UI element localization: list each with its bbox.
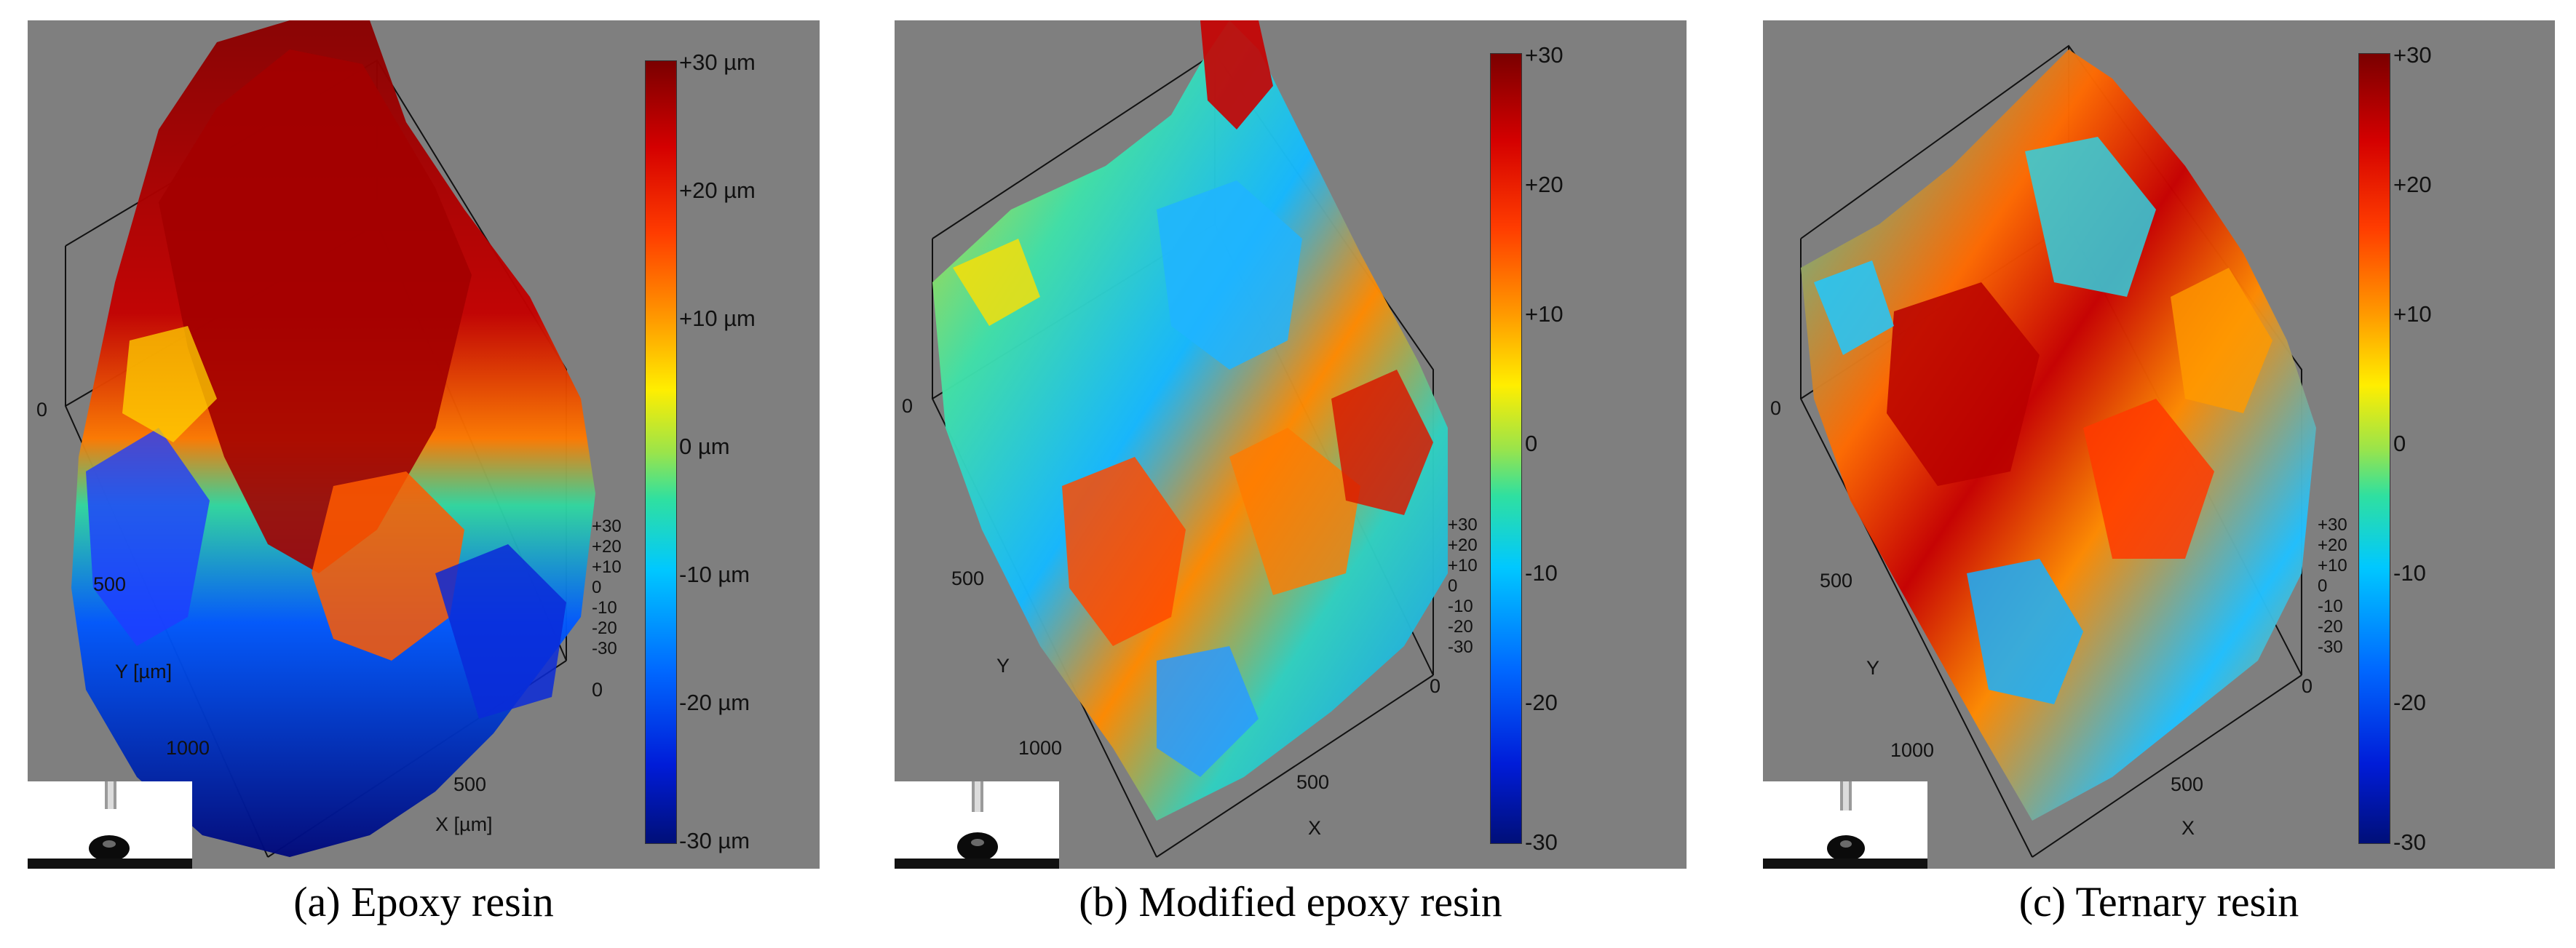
z-tick-label: +30: [1448, 515, 1478, 535]
water-droplet-image: [895, 781, 1059, 869]
z-tick-label: +10: [1448, 556, 1478, 575]
caption-ternary-resin: (c) Ternary resin: [2018, 878, 2299, 925]
z-tick-label: 0: [2318, 576, 2328, 596]
z-tick-label: -30: [1448, 637, 1473, 657]
z-tick-label: -30: [592, 639, 617, 658]
y-tick-label: 1000: [1890, 739, 1935, 761]
colorbar-label: +30: [2393, 42, 2432, 68]
z-tick-label: -30: [2318, 637, 2343, 657]
x-axis-label: X: [1308, 817, 1322, 839]
colorbar-label: +10 µm: [679, 306, 756, 331]
droplet-inset: [28, 781, 192, 869]
z-tick-label: -10: [592, 598, 617, 618]
z-tick-label: -20: [592, 618, 617, 638]
surface-panel-epoxy: 0 500 1000 Y [µm] 0 500 X [µm] +30 +20 +…: [28, 20, 820, 869]
water-droplet-image: [1763, 781, 1927, 869]
y-tick-label: 0: [1770, 397, 1782, 419]
colorbar-label: 0 µm: [679, 434, 730, 459]
x-tick-label: 0: [2302, 675, 2313, 697]
droplet-inset: [1763, 781, 1927, 869]
z-tick-label: 0: [1448, 576, 1458, 596]
z-tick-label: -10: [1448, 597, 1473, 616]
z-tick-label: 0: [592, 578, 602, 597]
colorbar-label: +30 µm: [679, 49, 756, 75]
colorbar-label: -20: [2393, 690, 2426, 715]
z-tick-label: +20: [592, 537, 622, 557]
z-tick-label: +30: [592, 517, 622, 536]
caption-modified-epoxy-resin: (b) Modified epoxy resin: [1079, 878, 1502, 925]
colorbar-label: -10: [2393, 560, 2426, 586]
colorbar-label: -20: [1525, 690, 1558, 715]
y-axis-label: Y: [996, 655, 1010, 677]
colorbar-label: +20: [1525, 172, 1564, 197]
colorbar-label: +10: [2393, 301, 2432, 327]
x-tick-label: 0: [592, 679, 603, 701]
y-tick-label: 0: [36, 399, 48, 421]
surface-plot-ternary: [1800, 44, 2316, 858]
colorbar-label: 0: [2393, 431, 2406, 456]
colorbar: [1490, 53, 1522, 844]
colorbar-label: -30 µm: [679, 828, 750, 853]
z-tick-label: -10: [2318, 597, 2343, 616]
colorbar-label: +10: [1525, 301, 1564, 327]
x-axis-label: X [µm]: [435, 813, 493, 835]
y-tick-label: 1000: [166, 737, 210, 759]
colorbar-label: 0: [1525, 431, 1538, 456]
z-tick-label: +10: [592, 557, 622, 577]
z-tick-label: +20: [1448, 535, 1478, 555]
z-tick-label: +30: [2318, 515, 2347, 535]
z-tick-label: +20: [2318, 535, 2347, 555]
z-tick-label: -20: [2318, 617, 2343, 637]
surface-plot-modified-epoxy: [932, 20, 1448, 858]
colorbar-label: -20 µm: [679, 690, 750, 715]
surface-panel-ternary: 0 500 1000 Y 0 500 X +30 +20 +10 0 -10 -…: [1763, 20, 2555, 869]
colorbar: [645, 60, 677, 844]
colorbar-label: -30: [2393, 829, 2426, 855]
water-droplet-image: [28, 781, 192, 869]
colorbar-label: -10: [1525, 560, 1558, 586]
x-tick-label: 500: [453, 773, 487, 795]
x-tick-label: 0: [1430, 675, 1441, 697]
z-tick-label: +10: [2318, 556, 2347, 575]
y-tick-label: 0: [902, 395, 914, 417]
y-tick-label: 1000: [1018, 737, 1063, 759]
surface-panel-modified-epoxy: 0 500 1000 Y 0 500 X +30 +20 +10 0 -10 -…: [895, 20, 1687, 869]
y-axis-label: Y: [1866, 657, 1880, 679]
surface-plot-epoxy: [65, 20, 595, 858]
colorbar-label: -30: [1525, 829, 1558, 855]
colorbar-label: +30: [1525, 42, 1564, 68]
y-axis-label: Y [µm]: [115, 661, 173, 682]
colorbar-label: +20 µm: [679, 178, 756, 203]
y-tick-label: 500: [951, 567, 985, 589]
colorbar-label: -10 µm: [679, 562, 750, 587]
x-axis-label: X: [2181, 817, 2195, 839]
x-tick-label: 500: [1296, 771, 1330, 793]
caption-epoxy-resin: (a) Epoxy resin: [293, 878, 554, 925]
colorbar: [2358, 53, 2390, 844]
droplet-inset: [895, 781, 1059, 869]
z-tick-label: -20: [1448, 617, 1473, 637]
x-tick-label: 500: [2171, 773, 2204, 795]
y-tick-label: 500: [93, 573, 127, 595]
colorbar-label: +20: [2393, 172, 2432, 197]
y-tick-label: 500: [1820, 570, 1853, 591]
